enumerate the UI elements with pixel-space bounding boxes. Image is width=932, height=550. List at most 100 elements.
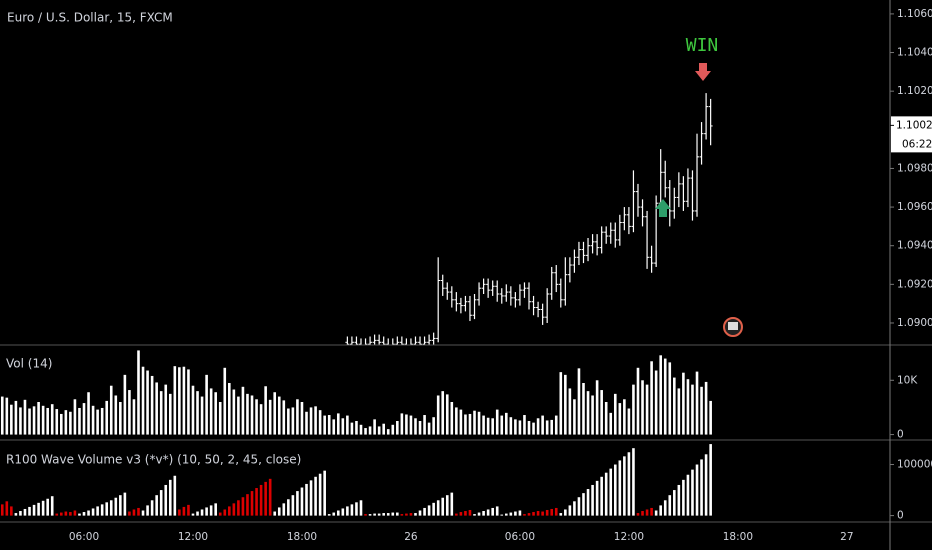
bar [627,408,631,435]
bar [41,500,45,516]
bar [359,500,363,516]
bar [300,487,304,516]
bar [178,509,181,516]
bar [668,495,672,516]
bar [573,501,576,516]
bar [377,513,381,516]
bar [19,511,22,516]
bar [60,512,63,516]
bar [364,514,367,516]
bar [391,424,395,435]
bar [10,404,13,435]
bar [37,402,40,435]
bar [314,476,317,516]
bar [50,496,54,516]
bar [332,512,336,516]
bar [41,405,45,435]
bar [237,396,240,435]
bar [668,362,672,435]
bar [214,392,217,435]
y-tick-label: 1.09400 [897,240,932,252]
bar [287,499,290,516]
bar [287,408,290,435]
bar [514,511,517,516]
bar [636,367,640,435]
bar [432,417,435,435]
bar [673,490,676,516]
bar [228,506,231,516]
bar [505,513,508,516]
bar [709,400,712,435]
bar [418,510,422,516]
bar [618,403,622,435]
bar [78,407,81,435]
bar [618,460,622,516]
bar [704,381,708,435]
bar [82,512,86,516]
bar [382,513,385,516]
bar [550,419,554,435]
bar [91,508,95,516]
bar [282,400,286,435]
bar [423,507,426,516]
bar [19,407,22,435]
bar [613,464,617,516]
bar [409,513,413,516]
bar [523,415,526,435]
bar [37,502,40,516]
y-tick-label: 1.10200 [897,85,932,97]
bar [695,371,699,435]
bar [5,397,9,435]
bar [168,393,172,435]
bar [64,410,68,435]
bar [559,513,563,516]
bar [105,400,109,435]
bar [405,414,408,435]
bar [223,367,227,435]
bar [432,502,435,516]
y-tick-label: 10K [897,374,918,386]
bar [214,503,217,516]
bar [650,361,653,435]
bar [296,491,299,516]
bar [123,374,127,435]
bar [355,502,358,516]
price-pane [345,93,713,345]
bar [473,410,476,435]
bar [241,497,245,516]
bar [514,419,517,435]
bar [268,399,272,435]
countdown-label: 06:22 [902,138,932,150]
bar [23,508,27,516]
bar [196,391,199,435]
bar [609,412,613,435]
bar [373,419,376,435]
bar [196,511,199,516]
bar [663,358,667,435]
bar [582,493,585,516]
bar [255,399,258,435]
win-annotation: WIN [686,35,719,56]
bar [414,418,417,435]
y-tick-label: 0 [897,429,904,441]
bar [641,511,644,516]
bar [427,505,431,516]
bar [564,374,567,435]
bar [87,510,90,516]
bar [100,407,104,435]
wave-title: R100 Wave Volume v3 (*v*) (10, 50, 2, 45… [6,453,301,467]
bar [455,513,458,516]
bar [368,514,372,516]
bar [686,474,690,516]
bar [568,388,572,435]
bar [491,507,494,516]
bar [636,513,640,516]
bar [468,509,472,516]
bar [459,409,463,435]
bar [296,399,299,435]
bar [250,395,254,435]
bar [591,395,594,435]
x-tick-label: 06:00 [69,531,99,543]
